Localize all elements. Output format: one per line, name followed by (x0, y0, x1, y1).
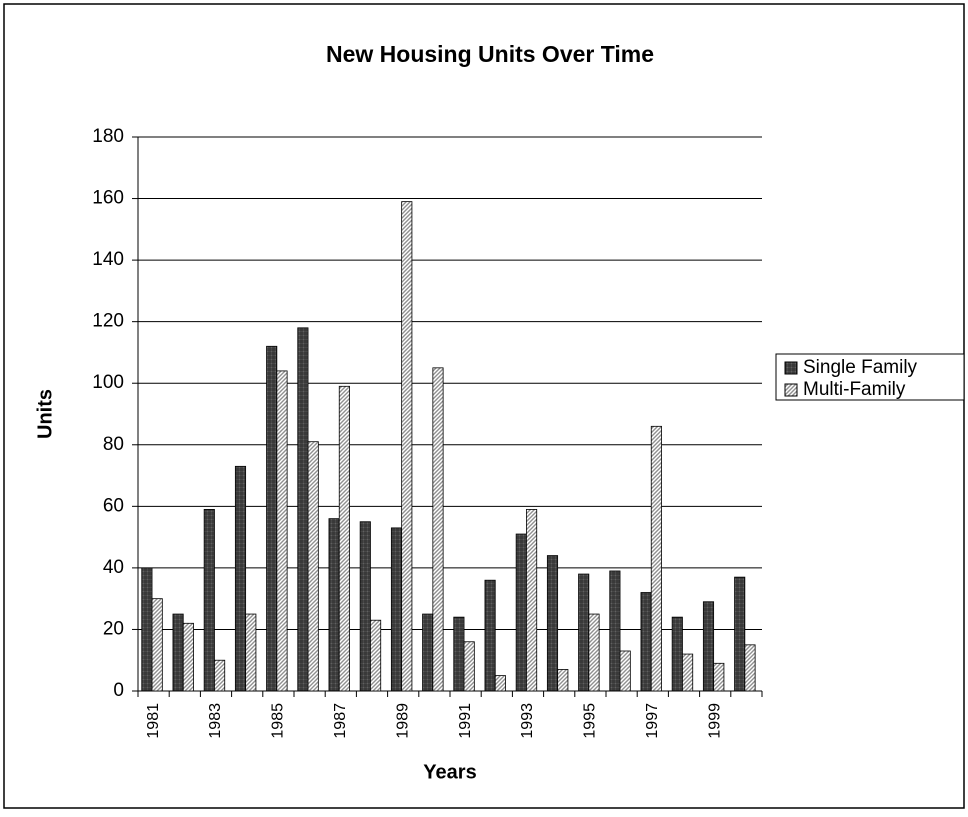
bar (702, 601, 715, 692)
bar (453, 616, 465, 692)
y-tick-label: 80 (103, 434, 124, 455)
chart-border (3, 3, 965, 809)
x-tick-label: 1993 (519, 703, 536, 739)
bar (245, 613, 257, 692)
bar (713, 662, 725, 692)
bar (640, 592, 652, 692)
bar (671, 616, 683, 692)
x-tick-label: 1997 (644, 703, 661, 739)
bar (370, 619, 382, 692)
legend-label: Single Family (803, 357, 918, 378)
x-tick-label: 1991 (457, 703, 474, 739)
bar (650, 425, 662, 692)
bar (234, 465, 247, 692)
bar (182, 622, 194, 692)
x-tick-label: 1999 (706, 703, 723, 739)
chart-title: New Housing Units Over Time (326, 41, 654, 67)
y-tick-label: 180 (92, 126, 124, 147)
legend-label: Multi-Family (803, 379, 906, 400)
y-tick-label: 0 (113, 680, 124, 701)
bar (422, 613, 434, 692)
bar (401, 201, 413, 692)
bar (214, 659, 226, 692)
bar (432, 367, 444, 692)
bar (578, 573, 590, 692)
y-tick-label: 120 (92, 311, 124, 332)
x-tick-label: 1987 (332, 703, 349, 739)
bar (203, 509, 215, 692)
bar (359, 521, 371, 692)
bar (172, 613, 184, 692)
bar (151, 598, 163, 692)
y-tick-label: 160 (92, 188, 124, 209)
bar (557, 669, 569, 692)
bar (609, 570, 621, 692)
y-tick-label: 100 (92, 372, 124, 393)
bar (328, 518, 340, 692)
x-tick-label: 1995 (582, 703, 599, 739)
bar (744, 644, 756, 692)
x-tick-label: 1989 (394, 703, 411, 739)
y-axis-label: Units (34, 389, 56, 439)
bar (619, 650, 631, 692)
bar (734, 576, 746, 692)
x-tick-label: 1985 (270, 703, 287, 739)
x-tick-label: 1983 (207, 703, 224, 739)
bar (297, 327, 309, 692)
bar (526, 509, 538, 692)
bar (463, 641, 475, 692)
y-tick-label: 40 (103, 557, 124, 578)
bar (390, 527, 403, 692)
bar (338, 385, 350, 692)
bar (515, 533, 527, 692)
legend-swatch (784, 361, 798, 375)
y-tick-label: 20 (103, 618, 124, 639)
bar (141, 567, 153, 692)
bar (546, 555, 559, 692)
y-tick-label: 60 (103, 495, 124, 516)
bar (307, 441, 319, 692)
legend-box (775, 353, 965, 401)
bar (494, 675, 506, 692)
bar (276, 370, 288, 692)
bar (266, 345, 278, 692)
bar (588, 613, 600, 692)
x-axis-label: Years (423, 761, 476, 783)
y-tick-label: 140 (92, 249, 124, 270)
legend-swatch (784, 383, 798, 397)
bar (484, 579, 496, 692)
bar (682, 653, 694, 692)
x-tick-label: 1981 (145, 703, 162, 739)
